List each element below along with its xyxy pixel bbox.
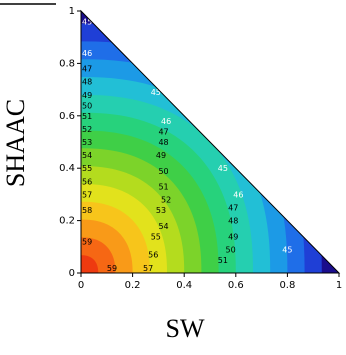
contour-band-59 bbox=[81, 255, 99, 273]
x-tick-label: 0 bbox=[78, 280, 84, 291]
x-tick-label: 1 bbox=[336, 280, 342, 291]
contour-label: 53 bbox=[82, 138, 92, 147]
y-tick-label: 0.2 bbox=[59, 216, 75, 227]
x-axis-title: SW bbox=[166, 314, 205, 343]
contour-label: 48 bbox=[82, 78, 92, 87]
y-tick-label: 0 bbox=[69, 268, 75, 279]
contour-label: 55 bbox=[151, 232, 161, 241]
x-tick-label: 0.8 bbox=[279, 280, 295, 291]
contour-label: 46 bbox=[161, 117, 171, 126]
contour-label: 50 bbox=[158, 167, 168, 176]
contour-label: 54 bbox=[82, 151, 92, 160]
contour-label-layer: 4545454546464647474748484849494950505051… bbox=[82, 17, 292, 272]
y-tick-label: 0.8 bbox=[59, 58, 75, 69]
contour-label: 45 bbox=[282, 245, 292, 254]
contour-label: 49 bbox=[156, 151, 166, 160]
contour-label: 50 bbox=[226, 245, 236, 254]
contour-label: 59 bbox=[107, 264, 117, 273]
contour-label: 53 bbox=[156, 206, 166, 215]
contour-label: 57 bbox=[82, 190, 92, 199]
contour-label: 45 bbox=[82, 17, 92, 26]
contour-label: 51 bbox=[82, 112, 92, 121]
contour-label: 49 bbox=[82, 91, 92, 100]
contour-label: 49 bbox=[228, 232, 238, 241]
y-tick-label: 0.6 bbox=[59, 111, 75, 122]
contour-label: 50 bbox=[82, 101, 92, 110]
y-tick-label: 1 bbox=[69, 6, 75, 17]
contour-label: 51 bbox=[218, 256, 228, 265]
triangle-outline bbox=[80, 9, 341, 274]
contour-label: 52 bbox=[82, 125, 92, 134]
contour-label: 45 bbox=[151, 88, 161, 97]
contour-label: 46 bbox=[233, 190, 243, 199]
contour-label: 51 bbox=[158, 183, 168, 192]
contour-label: 48 bbox=[228, 217, 238, 226]
contour-label: 57 bbox=[143, 264, 153, 273]
x-tick-label: 0.6 bbox=[228, 280, 244, 291]
contour-label: 45 bbox=[218, 164, 228, 173]
contour-label: 46 bbox=[82, 49, 92, 58]
y-axis-title: SHAAC bbox=[1, 99, 30, 187]
y-tick-label: 0.4 bbox=[59, 163, 75, 174]
contour-label: 55 bbox=[82, 164, 92, 173]
contour-label: 47 bbox=[82, 65, 92, 74]
contour-label: 59 bbox=[82, 238, 92, 247]
contour-label: 47 bbox=[158, 128, 168, 137]
contour-label: 48 bbox=[158, 138, 168, 147]
contour-label: 58 bbox=[82, 206, 92, 215]
x-tick-label: 0.2 bbox=[125, 280, 141, 291]
contour-label: 56 bbox=[82, 177, 92, 186]
contour-label: 56 bbox=[148, 251, 158, 260]
x-tick-label: 0.4 bbox=[176, 280, 192, 291]
contour-label: 54 bbox=[158, 222, 168, 231]
contour-label: 47 bbox=[228, 204, 238, 213]
axis-layer: 0 0.2 0.4 0.6 0.8 1 0 0.2 0.4 0.6 0.8 1 bbox=[59, 6, 342, 291]
contour-label: 52 bbox=[161, 196, 171, 205]
